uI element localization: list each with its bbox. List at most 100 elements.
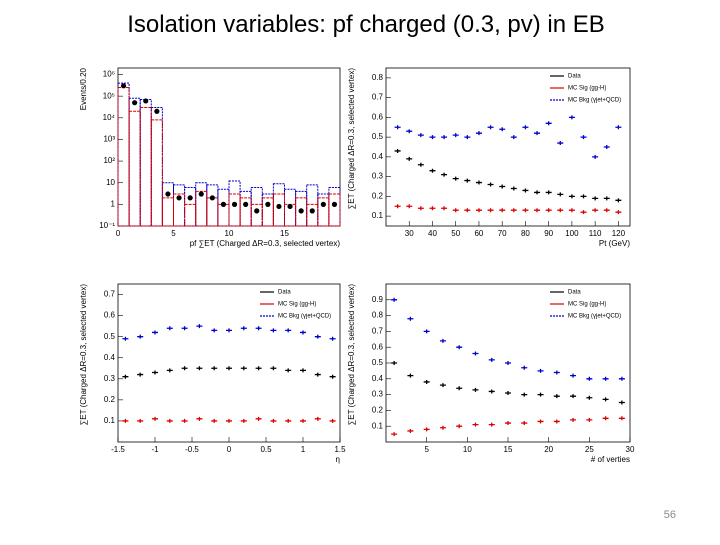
y-tick-label: 0.4 xyxy=(372,152,384,161)
profile-point xyxy=(464,135,471,140)
data-point xyxy=(187,195,193,201)
histogram-bar xyxy=(184,187,197,227)
y-tick-label: 0.5 xyxy=(104,332,116,341)
y-tick-label: 0.7 xyxy=(372,93,384,102)
data-point xyxy=(143,98,149,104)
data-point xyxy=(165,191,171,197)
profile-point xyxy=(452,176,459,181)
profile-point xyxy=(534,131,541,136)
profile-point xyxy=(618,416,625,421)
y-tick-label: 0.9 xyxy=(372,295,384,304)
profile-point xyxy=(406,204,413,209)
profile-point xyxy=(521,421,528,426)
profile-point xyxy=(441,206,448,211)
x-tick-label: 30 xyxy=(626,445,635,454)
y-tick-label: 0.8 xyxy=(372,73,384,82)
profile-point xyxy=(226,418,232,423)
profile-point xyxy=(196,366,203,371)
x-tick-label: 0.5 xyxy=(260,445,272,454)
histogram-bar xyxy=(184,203,197,227)
profile-point xyxy=(456,424,463,429)
data-point xyxy=(331,201,338,207)
profile-point xyxy=(537,392,544,397)
x-tick-label: 10 xyxy=(463,445,472,454)
profile-point xyxy=(499,184,506,189)
y-tick-label: 0.8 xyxy=(372,311,384,320)
histogram-bar xyxy=(250,203,263,227)
profile-point xyxy=(472,351,479,356)
profile-point xyxy=(441,172,448,177)
y-tick-label: 0.6 xyxy=(372,342,384,351)
histogram-bar xyxy=(139,106,152,227)
profile-point xyxy=(255,366,262,371)
data-point xyxy=(254,208,260,214)
profile-point xyxy=(314,334,321,339)
data-point xyxy=(198,191,204,197)
data-point xyxy=(176,195,182,201)
profile-point xyxy=(137,372,144,377)
profile-point xyxy=(553,394,560,399)
profile-point xyxy=(394,204,401,209)
y-tick-label: 0.4 xyxy=(372,374,384,383)
profile-point xyxy=(439,338,446,343)
profile-point xyxy=(166,368,173,373)
profile-point xyxy=(545,208,552,213)
y-tick-label: 1 xyxy=(111,199,116,208)
profile-point xyxy=(329,374,336,379)
profile-point xyxy=(417,133,424,138)
x-tick-label: 120 xyxy=(612,229,626,238)
profile-point xyxy=(464,208,471,213)
profile-point xyxy=(505,421,511,426)
legend-label: MC Sig (gg-H) xyxy=(568,86,606,92)
profile-point xyxy=(122,418,129,423)
profile-point xyxy=(475,131,482,136)
profile-point xyxy=(568,208,575,213)
profile-point xyxy=(570,417,577,422)
profile-point xyxy=(603,145,610,149)
x-tick-label: 0 xyxy=(227,445,232,454)
legend-label: MC Bkg (γjet+QCD) xyxy=(568,314,621,320)
data-point xyxy=(243,201,249,207)
histogram-bar xyxy=(239,190,252,227)
profile-point xyxy=(152,330,158,335)
profile-point xyxy=(407,428,414,433)
y-tick-label: 0.1 xyxy=(372,211,384,220)
profile-point xyxy=(255,326,262,331)
profile-point xyxy=(181,326,188,331)
profile-point xyxy=(391,432,398,437)
y-tick-label: 0.6 xyxy=(372,112,384,121)
legend-label: MC Bkg (γjet+QCD) xyxy=(568,98,621,104)
x-tick-label: 1 xyxy=(301,445,306,454)
profile-point xyxy=(255,416,262,421)
profile-point xyxy=(488,357,495,362)
profile-point xyxy=(586,417,593,422)
y-tick-label: 10⁵ xyxy=(103,91,115,100)
profile-point xyxy=(285,418,292,423)
data-point xyxy=(220,201,227,207)
profile-point xyxy=(417,162,424,167)
profile-point xyxy=(534,190,541,195)
profile-point xyxy=(488,389,495,394)
profile-point xyxy=(602,376,609,381)
profile-point xyxy=(521,365,528,370)
profile-point xyxy=(423,329,430,334)
histogram-bar xyxy=(195,182,208,227)
profile-point xyxy=(240,326,247,331)
x-tick-label: 0 xyxy=(116,229,121,238)
profile-point xyxy=(285,328,292,333)
profile-point xyxy=(122,374,129,379)
y-tick-label: 10² xyxy=(103,156,115,165)
x-tick-label: 100 xyxy=(565,229,579,238)
profile-point xyxy=(499,208,506,213)
profile-point xyxy=(429,168,436,173)
profile-point xyxy=(211,328,218,333)
x-axis-label: # of verties xyxy=(591,455,630,464)
plot-frame xyxy=(385,67,631,227)
profile-point xyxy=(580,135,587,140)
y-tick-label: 0.3 xyxy=(372,390,384,399)
histogram-bar xyxy=(306,203,319,227)
profile-point xyxy=(487,125,494,130)
profile-point xyxy=(407,373,414,378)
profile-point xyxy=(226,328,232,333)
